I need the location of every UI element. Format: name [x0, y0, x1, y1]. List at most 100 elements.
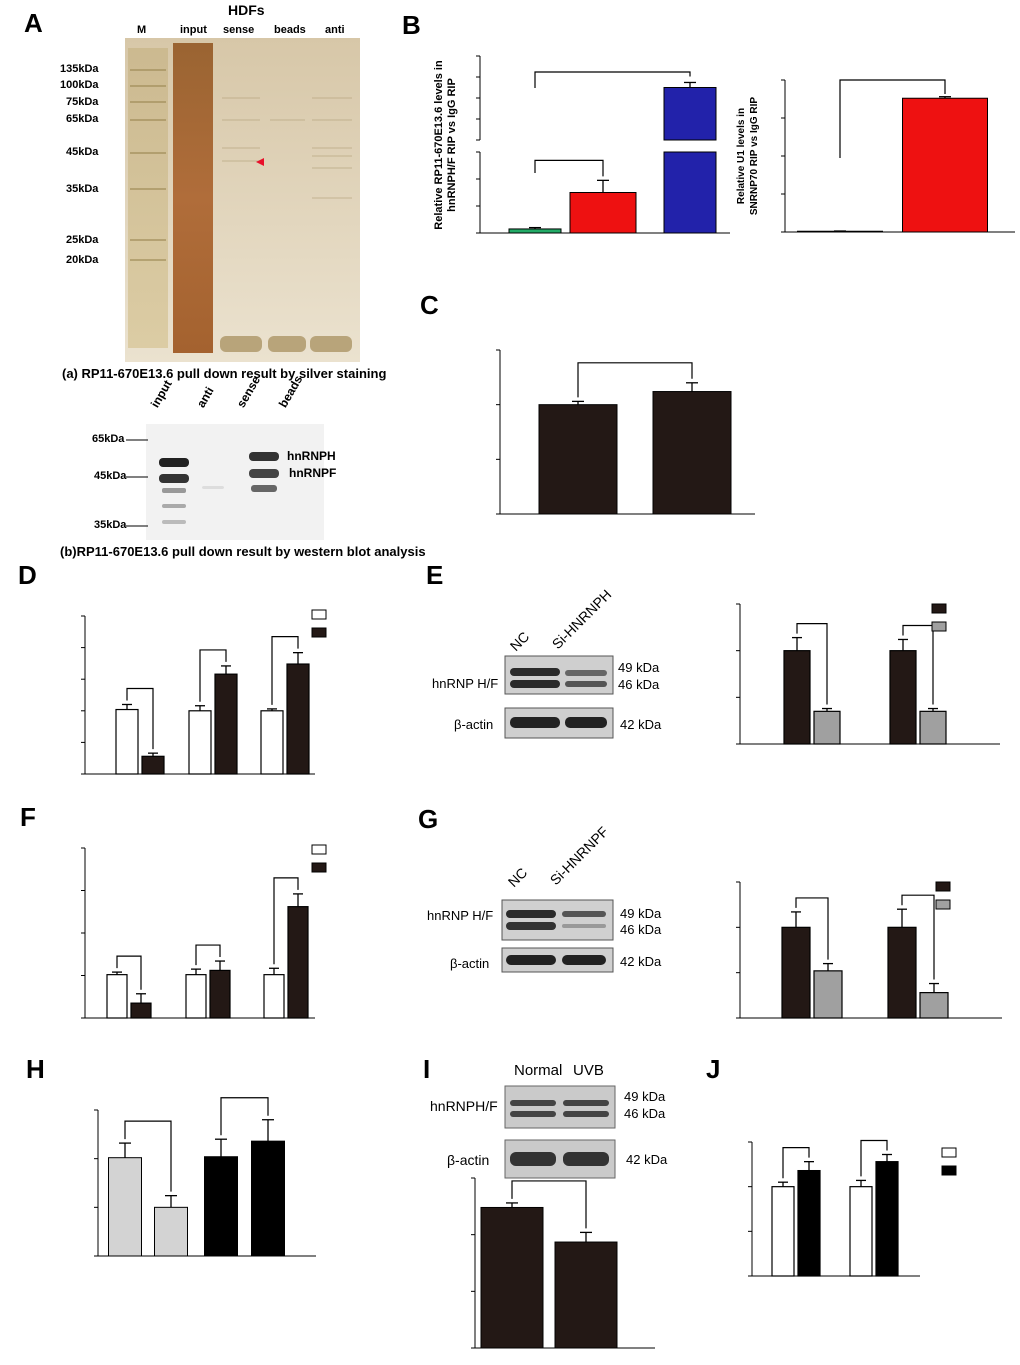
silver-stain-gel-image	[125, 38, 360, 362]
significance-bracket	[796, 622, 828, 705]
panel-letter-e: E	[426, 560, 444, 590]
bar-control	[771, 1186, 795, 1277]
bar-upper-segment	[663, 87, 717, 141]
bar-lower-segment	[663, 151, 717, 234]
significance-bracket	[782, 1147, 810, 1179]
silver-marker-75: 75kDa	[66, 96, 99, 108]
panel-letter-f: F	[20, 802, 36, 832]
y-axis-label: Relative U1 levels in SNRNP70 RIP vs IgG …	[736, 97, 760, 216]
significance-bracket	[124, 1120, 172, 1192]
wb-e-kda-46: 46 kDa	[618, 677, 660, 692]
significance-bracket	[534, 71, 691, 88]
bar	[480, 1206, 544, 1349]
wb-g-kda-49: 49 kDa	[620, 906, 662, 921]
wb-g-kda-42: 42 kDa	[620, 954, 662, 969]
western-blot-e-image	[504, 655, 614, 739]
panel-letter-b: B	[402, 10, 421, 40]
western-blot-i-image	[504, 1085, 616, 1179]
bar	[108, 1157, 142, 1257]
significance-bracket	[511, 1180, 587, 1229]
silver-marker-35: 35kDa	[66, 183, 99, 195]
silver-marker-20: 20kDa	[66, 254, 99, 266]
panel-letter-a: A	[24, 8, 43, 38]
legend-swatch	[935, 881, 951, 892]
panel-letter-j: J	[706, 1054, 721, 1084]
significance-bracket	[534, 159, 604, 177]
significance-bracket	[901, 894, 935, 980]
significance-bracket	[271, 636, 299, 705]
panel-letter-d: D	[18, 560, 37, 590]
significance-bracket	[795, 897, 829, 960]
silver-lane-sense: sense	[223, 24, 255, 36]
legend-swatch	[941, 1165, 957, 1176]
wb-e-kda-42: 42 kDa	[620, 717, 662, 732]
wb-g-row-actin: β-actin	[450, 956, 490, 971]
wb-i-lane-uvb: UVB	[573, 1062, 604, 1079]
bar	[154, 1206, 188, 1257]
silver-gel-caption: (a) RP11-670E13.6 pull down result by si…	[62, 366, 387, 381]
silver-lane-input: input	[180, 24, 207, 36]
bar	[204, 1156, 238, 1257]
silver-marker-45: 45kDa	[66, 146, 99, 158]
silver-marker-25: 25kDa	[66, 234, 99, 246]
wb-e-kda-49: 49 kDa	[618, 660, 660, 675]
wb-pd-band-hnrnpf: hnRNPF	[289, 466, 337, 480]
wb-i-lane-normal: Normal	[514, 1062, 563, 1079]
wb-i-kda-42: 42 kDa	[626, 1152, 668, 1167]
bar-treatment	[797, 1169, 821, 1277]
bar	[652, 391, 732, 515]
panel-letter-c: C	[420, 290, 439, 320]
significance-bracket	[116, 955, 142, 990]
bar	[569, 192, 637, 234]
silver-marker-65: 65kDa	[66, 113, 99, 125]
panel-letter-i: I	[423, 1054, 431, 1084]
wb-i-row-actin: β-actin	[447, 1152, 490, 1168]
legend-swatch	[931, 621, 947, 632]
panel-letter-h: H	[26, 1054, 45, 1084]
y-axis-label: Relative RP11-670E13.6 levels inhnRNPH/F…	[433, 60, 458, 230]
bar	[538, 404, 618, 515]
legend-swatch	[931, 603, 947, 614]
significance-bracket	[195, 944, 221, 966]
bar	[554, 1241, 618, 1349]
silver-gel-title: HDFs	[228, 2, 265, 18]
legend-swatch	[311, 609, 327, 620]
wb-e-row-hnrnp: hnRNP H/F	[432, 676, 499, 691]
legend-swatch	[311, 627, 327, 638]
significance-bracket	[126, 687, 154, 750]
bar	[251, 1140, 285, 1257]
wb-i-kda-49: 49 kDa	[624, 1089, 666, 1104]
bar-control	[849, 1186, 873, 1277]
legend-swatch	[311, 862, 327, 873]
silver-marker-100: 100kDa	[60, 79, 99, 91]
significance-bracket	[273, 877, 299, 965]
significance-bracket	[860, 1139, 888, 1177]
wb-i-kda-46: 46 kDa	[624, 1106, 666, 1121]
significance-bracket	[577, 362, 693, 398]
western-pulldown-caption: (b)RP11-670E13.6 pull down result by wes…	[60, 544, 426, 559]
bar	[902, 97, 988, 233]
wb-pd-band-hnrnph: hnRNPH	[287, 449, 336, 463]
wb-g-row-hnrnp: hnRNP H/F	[427, 908, 494, 923]
wb-pd-marker-45: 45kDa	[94, 470, 127, 482]
silver-lane-beads: beads	[274, 24, 306, 36]
significance-bracket	[220, 1097, 269, 1136]
wb-i-row-hnrnp: hnRNPH/F	[430, 1098, 498, 1114]
bar-treatment	[813, 970, 843, 1019]
legend-swatch	[311, 844, 327, 855]
bar-treatment	[813, 710, 841, 745]
bar-treatment	[919, 992, 949, 1019]
panel-letter-g: G	[418, 804, 439, 834]
western-blot-g-image	[501, 899, 614, 973]
silver-marker-135: 135kDa	[60, 63, 99, 75]
silver-lane-m: M	[137, 24, 147, 36]
